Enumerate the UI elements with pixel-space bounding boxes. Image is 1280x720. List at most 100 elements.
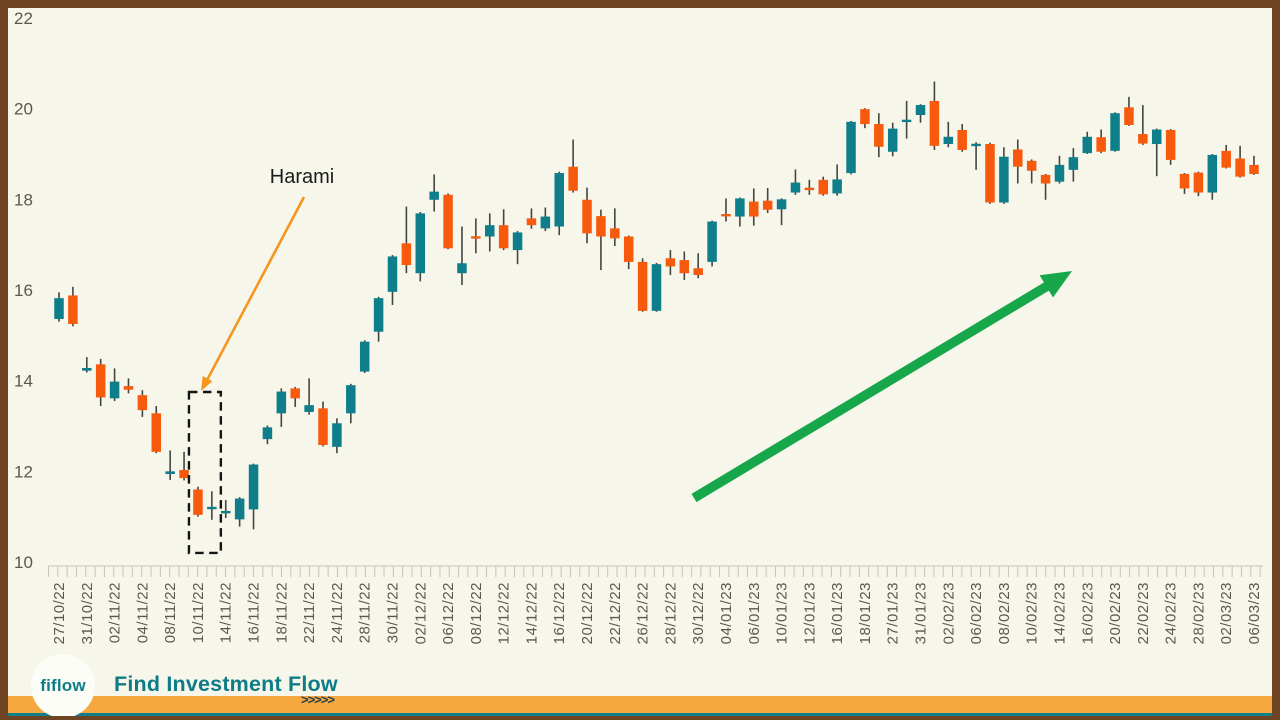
x-axis-label: 20/12/22 <box>579 582 596 644</box>
candle-body <box>373 298 384 332</box>
x-axis-label: 31/01/23 <box>913 582 930 644</box>
candle-body <box>999 156 1009 203</box>
candle-body <box>401 243 412 266</box>
candle-body <box>1124 107 1134 125</box>
y-axis-label: 18 <box>14 190 33 209</box>
x-axis-label: 02/11/22 <box>107 582 124 643</box>
candle-body <box>1207 154 1218 193</box>
x-axis-label: 26/12/22 <box>635 582 652 644</box>
candle-body <box>1249 164 1259 174</box>
y-axis-label: 10 <box>14 553 33 572</box>
x-axis-label: 28/02/23 <box>1190 582 1207 644</box>
candle-body <box>359 341 370 372</box>
x-axis-label: 06/12/22 <box>440 582 457 644</box>
x-axis-label: 08/11/22 <box>162 582 179 643</box>
candle-body <box>1040 174 1051 184</box>
candle-body <box>1193 172 1204 193</box>
candle-body <box>304 405 314 412</box>
x-axis-label: 04/01/23 <box>718 582 735 644</box>
candle-body <box>1110 113 1120 151</box>
candle-body <box>498 225 509 249</box>
candle-body <box>1096 137 1106 152</box>
candle-body <box>693 268 703 276</box>
candle-body <box>776 199 787 210</box>
x-axis-label: 14/12/22 <box>523 582 540 644</box>
candle-body <box>790 182 801 193</box>
candle-body <box>804 187 815 191</box>
harami-dashed-box <box>187 390 223 555</box>
x-axis-label: 12/12/22 <box>496 582 513 644</box>
x-axis-label: 31/10/22 <box>79 582 96 644</box>
chevrons-decoration: >>>>> <box>301 692 335 707</box>
candle-body <box>443 194 453 249</box>
x-axis-label: 30/11/22 <box>384 582 401 643</box>
candle-body <box>818 179 828 195</box>
candle-body <box>165 471 175 475</box>
x-axis-label: 16/12/22 <box>551 582 568 644</box>
candle-body <box>262 427 273 440</box>
candle-body <box>568 166 578 191</box>
candle-body <box>387 256 398 292</box>
candle-body <box>290 388 300 399</box>
x-axis-label: 24/02/23 <box>1163 582 1180 644</box>
candle-body <box>332 423 342 447</box>
candle-body <box>485 225 495 237</box>
candle-body <box>220 510 231 514</box>
candle-body <box>457 263 467 274</box>
x-axis-label: 22/02/23 <box>1135 582 1152 644</box>
candle-body <box>1082 136 1093 154</box>
brand-tagline: Find Investment Flow <box>114 672 338 696</box>
candle-body <box>540 216 551 229</box>
y-axis-label: 22 <box>14 9 33 28</box>
candle-body <box>1165 129 1176 160</box>
candle-body <box>415 213 426 274</box>
x-axis-label: 14/02/23 <box>1051 582 1068 644</box>
candle-body <box>985 144 995 203</box>
y-axis-label: 16 <box>14 281 33 300</box>
x-axis-label: 06/01/23 <box>746 582 763 644</box>
candle-body <box>929 100 940 146</box>
x-axis-label: 16/02/23 <box>1079 582 1096 644</box>
candle-body <box>248 464 259 510</box>
x-axis-label: 22/12/22 <box>607 582 624 644</box>
candle-body <box>860 109 870 125</box>
x-axis-label: 08/02/23 <box>996 582 1013 644</box>
x-axis-label: 18/11/22 <box>273 582 290 643</box>
candle-body <box>123 386 134 390</box>
candle-body <box>1054 164 1065 182</box>
x-axis-label: 24/11/22 <box>329 582 346 643</box>
candle-body <box>429 191 439 200</box>
candle-body <box>151 413 162 452</box>
y-axis-label: 12 <box>14 462 33 481</box>
candle-body <box>610 228 620 239</box>
x-axis-label: 18/01/23 <box>857 582 874 644</box>
x-axis-label: 10/11/22 <box>190 582 207 643</box>
candle-body <box>901 119 912 123</box>
chart-canvas: 22 20 18 16 14 12 10 27/10/22 31/10/22 02/11/22 04… <box>8 8 1272 716</box>
candle-body <box>971 143 981 147</box>
candle-body <box>1151 129 1162 145</box>
candle-body <box>596 216 606 237</box>
y-axis-label: 14 <box>14 372 33 391</box>
harami-arrow-head <box>201 376 213 391</box>
candle-body <box>1068 157 1079 170</box>
x-axis-label: 08/12/22 <box>468 582 485 644</box>
x-axis-label: 27/01/23 <box>885 582 902 644</box>
x-axis-label: 27/10/22 <box>51 582 68 644</box>
candle-body <box>68 295 78 324</box>
candle-body <box>193 489 203 515</box>
candle-body <box>943 136 954 145</box>
x-axis-label: 30/12/22 <box>690 582 707 644</box>
candle-body <box>735 198 745 217</box>
candle-body <box>749 201 759 217</box>
x-axis-label: 10/02/23 <box>1024 582 1041 644</box>
candle-body <box>179 469 189 479</box>
candle-body <box>665 258 676 267</box>
trend-arrow-head <box>1039 271 1072 298</box>
x-axis-label: 28/12/22 <box>662 582 679 644</box>
candle-body <box>137 395 148 411</box>
candle-body <box>82 367 92 371</box>
candle-body <box>234 498 245 520</box>
x-axis-label: 22/11/22 <box>301 582 318 643</box>
candle-body <box>276 391 287 414</box>
